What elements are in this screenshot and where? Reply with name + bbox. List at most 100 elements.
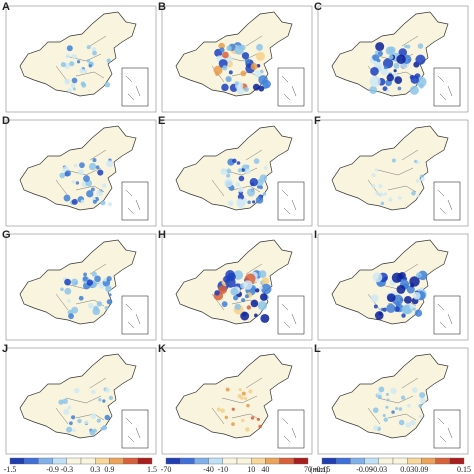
- anomaly-patch: [98, 398, 102, 402]
- colorbar-swatch: [9, 457, 25, 465]
- anomaly-patch: [248, 389, 253, 394]
- colorbar-swatch: [38, 457, 53, 465]
- anomaly-patch: [404, 295, 412, 304]
- inset-islands: [437, 75, 453, 101]
- anomaly-patch: [249, 177, 258, 187]
- anomaly-patch: [370, 294, 379, 303]
- anomaly-patch: [76, 60, 81, 64]
- anomaly-patch: [391, 158, 396, 163]
- anomaly-patch: [228, 70, 233, 75]
- anomaly-patch: [258, 424, 262, 429]
- anomaly-patch: [105, 285, 112, 293]
- anomaly-patch: [69, 61, 75, 67]
- anomaly-patch: [374, 168, 379, 172]
- anomaly-patch: [376, 58, 381, 63]
- map-panel: [161, 347, 313, 455]
- anomaly-patch: [238, 175, 245, 182]
- colorbar-swatch: [94, 457, 110, 465]
- anomaly-patch: [371, 183, 376, 189]
- panel-label: F: [314, 115, 321, 127]
- colorbar-tick-label: 40: [261, 465, 269, 474]
- colorbar-swatch: [421, 457, 436, 465]
- anomaly-patch: [92, 50, 97, 56]
- anomaly-patch: [64, 78, 71, 85]
- colorbar-tick-label: -0.03: [370, 465, 387, 474]
- anomaly-patch: [106, 299, 113, 305]
- panel-label: L: [314, 343, 321, 355]
- anomaly-patch: [385, 46, 395, 55]
- anomaly-patch: [90, 187, 95, 192]
- anomaly-patch: [383, 417, 388, 422]
- anomaly-patch: [417, 43, 424, 49]
- anomaly-patch: [96, 189, 103, 197]
- anomaly-patch: [232, 158, 237, 164]
- colorbar-unit: (mm): [310, 465, 328, 474]
- anomaly-patch: [92, 199, 97, 204]
- anomaly-patch: [385, 405, 389, 409]
- anomaly-patch: [87, 302, 94, 309]
- anomaly-patch: [224, 415, 229, 420]
- anomaly-patch: [97, 169, 104, 176]
- anomaly-patch: [237, 193, 244, 200]
- anomaly-patch: [371, 173, 376, 178]
- anomaly-patch: [71, 198, 78, 205]
- anomaly-patch: [83, 272, 88, 277]
- colorbar-swatch: [179, 457, 195, 465]
- anomaly-patch: [406, 285, 415, 294]
- colorbar-swatch: [336, 457, 351, 465]
- anomaly-patch: [67, 405, 72, 410]
- anomaly-patch: [247, 200, 251, 205]
- anomaly-patch: [241, 168, 245, 172]
- anomaly-patch: [233, 270, 244, 280]
- anomaly-patch: [104, 306, 109, 310]
- colorbar-swatch: [24, 457, 39, 465]
- anomaly-patch: [71, 53, 77, 60]
- anomaly-patch: [58, 399, 64, 405]
- anomaly-patch: [386, 398, 390, 402]
- anomaly-patch: [92, 158, 97, 163]
- anomaly-patch: [106, 58, 111, 63]
- anomaly-patch: [255, 196, 264, 204]
- colorbar-tick-label: 70: [304, 465, 312, 474]
- anomaly-patch: [225, 387, 230, 392]
- colorbar-tick-label: 0.03: [400, 465, 414, 474]
- anomaly-patch: [395, 407, 399, 411]
- anomaly-patch: [386, 73, 394, 82]
- anomaly-patch: [396, 54, 406, 65]
- anomaly-patch: [250, 416, 255, 420]
- anomaly-patch: [375, 42, 385, 52]
- anomaly-patch: [96, 418, 101, 423]
- anomaly-patch: [70, 83, 76, 89]
- anomaly-patch: [240, 311, 250, 321]
- anomaly-patch: [409, 85, 419, 95]
- anomaly-patch: [80, 199, 85, 204]
- anomaly-patch: [88, 162, 97, 171]
- colorbar-swatch: [208, 457, 224, 465]
- anomaly-patch: [75, 181, 80, 185]
- anomaly-patch: [406, 44, 411, 49]
- anomaly-patch: [100, 200, 106, 206]
- colorbar-swatch: [137, 457, 153, 465]
- colorbar-swatch: [435, 457, 451, 465]
- anomaly-patch: [90, 413, 97, 419]
- colorbar-swatch: [279, 457, 295, 465]
- anomaly-patch: [255, 288, 260, 293]
- anomaly-patch: [256, 417, 260, 421]
- anomaly-patch: [405, 422, 412, 428]
- anomaly-patch: [262, 79, 271, 89]
- anomaly-patch: [260, 313, 270, 323]
- colorbar-swatch: [165, 457, 181, 465]
- anomaly-patch: [104, 414, 110, 421]
- anomaly-patch: [67, 88, 72, 93]
- anomaly-patch: [386, 89, 390, 93]
- anomaly-patch: [91, 47, 97, 52]
- inset-box: [277, 67, 305, 107]
- china-outline: [19, 11, 137, 97]
- anomaly-patch: [215, 72, 219, 76]
- panel-label: D: [2, 115, 10, 127]
- colorbar-tick-label: -40: [203, 465, 214, 474]
- anomaly-patch: [379, 192, 384, 197]
- anomaly-patch: [410, 283, 415, 288]
- anomaly-patch: [226, 168, 232, 174]
- anomaly-patch: [79, 68, 85, 74]
